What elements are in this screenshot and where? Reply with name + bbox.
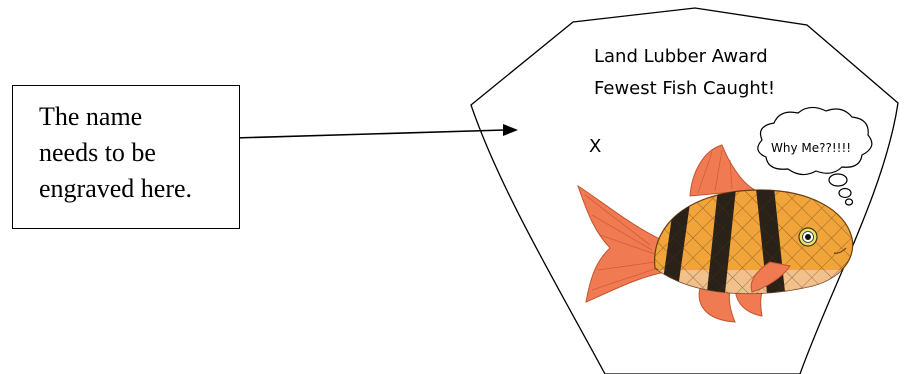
name-engraving-marker: X — [589, 136, 602, 157]
pointer-arrow — [199, 129, 506, 140]
pointer-arrowhead — [503, 124, 518, 136]
instruction-line-2: needs to be — [39, 138, 156, 167]
fish-dorsal-fin — [689, 144, 757, 197]
award-title: Land Lubber Award — [594, 46, 768, 67]
fish-anal-fin — [698, 287, 736, 323]
tiger-barb-fish — [577, 144, 854, 323]
thought-bubble-text: Why Me??!!!! — [771, 141, 852, 155]
instruction-line-3: engraved here. — [39, 174, 193, 203]
award-subtitle: Fewest Fish Caught! — [594, 78, 776, 99]
thought-bubble — [757, 106, 873, 206]
instruction-note-box: The name needs to be engraved here. — [12, 85, 240, 229]
instruction-line-1: The name — [39, 102, 143, 131]
